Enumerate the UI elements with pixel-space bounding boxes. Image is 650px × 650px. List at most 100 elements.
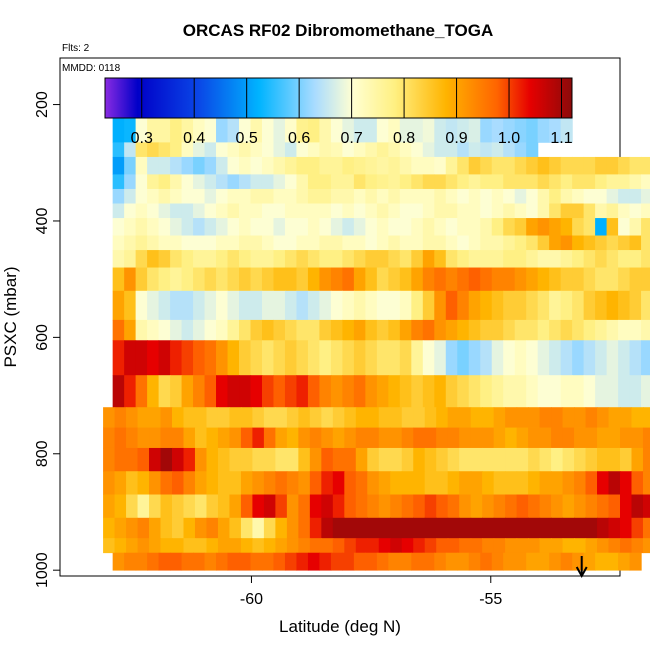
- heatmap-cell: [149, 538, 162, 554]
- heatmap-cell: [434, 188, 447, 204]
- heatmap-cell: [378, 538, 391, 554]
- heatmap-cell: [641, 319, 650, 341]
- heatmap-cell: [595, 250, 608, 268]
- heatmap-cell: [296, 142, 309, 158]
- heatmap-cell: [480, 319, 493, 341]
- heatmap-cell: [319, 267, 332, 292]
- heatmap-cell: [353, 290, 366, 321]
- heatmap-cell: [618, 250, 631, 268]
- heatmap-cell: [193, 174, 206, 190]
- heatmap-cell: [239, 218, 252, 236]
- heatmap-cell: [503, 174, 516, 190]
- heatmap-cell: [204, 340, 217, 376]
- heatmap-cell: [503, 250, 516, 268]
- heatmap-cell: [457, 319, 470, 341]
- heatmap-cell: [135, 142, 148, 158]
- heatmap-cell: [250, 290, 263, 321]
- heatmap-cell: [319, 290, 332, 321]
- heatmap-cell: [606, 156, 619, 175]
- heatmap-cell: [204, 142, 217, 158]
- heatmap-cell: [170, 235, 183, 251]
- heatmap-cell: [516, 538, 529, 554]
- heatmap-cell: [641, 174, 650, 190]
- heatmap-cell: [606, 188, 619, 204]
- heatmap-cell: [390, 517, 403, 539]
- heatmap-cell: [447, 517, 460, 539]
- heatmap-cell: [114, 427, 127, 449]
- heatmap-cell: [376, 116, 389, 143]
- heatmap-cell: [365, 319, 378, 341]
- heatmap-cell: [217, 494, 231, 519]
- heatmap-cell: [436, 517, 449, 539]
- heatmap-cell: [296, 552, 309, 571]
- heatmap-cell: [227, 174, 240, 190]
- heatmap-cell: [124, 290, 137, 321]
- heatmap-cell: [112, 290, 125, 321]
- heatmap-cell: [342, 116, 355, 143]
- colorbar-ticks: 0.3 0.4 0.5 0.6 0.7 0.8 0.9 1.0 1.1: [131, 78, 573, 147]
- heatmap-cell: [309, 447, 322, 472]
- heatmap-cell: [296, 319, 309, 341]
- heatmap-cell: [355, 447, 368, 472]
- heatmap-cell: [526, 235, 539, 251]
- heatmap-cell: [172, 471, 185, 495]
- heatmap-cell: [112, 235, 125, 251]
- heatmap-cell: [641, 340, 650, 376]
- heatmap-cell: [436, 471, 449, 495]
- heatmap-cell: [597, 407, 610, 428]
- y-axis: 200 400 600 800 1000: [34, 91, 60, 588]
- heatmap-cell: [367, 538, 380, 554]
- heatmap-cell: [181, 290, 194, 321]
- heatmap-cell: [595, 235, 608, 251]
- heatmap-cell: [514, 552, 527, 571]
- heatmap-cell: [585, 494, 598, 519]
- heatmap-cell: [353, 319, 366, 341]
- heatmap-cell: [468, 156, 481, 175]
- heatmap-cell: [424, 471, 437, 495]
- heatmap-cell: [549, 188, 562, 204]
- heatmap-cell: [595, 267, 608, 292]
- heatmap-cell: [273, 375, 286, 408]
- heatmap-cell: [239, 116, 252, 143]
- heatmap-cell: [606, 375, 619, 408]
- heatmap-cell: [537, 319, 550, 341]
- heatmap-cell: [365, 250, 378, 268]
- heatmap-cell: [183, 447, 196, 472]
- heatmap-cell: [273, 340, 286, 376]
- heatmap-cell: [618, 290, 631, 321]
- heatmap-cell: [126, 427, 139, 449]
- heatmap-cell: [273, 156, 286, 175]
- heatmap-cell: [172, 517, 185, 539]
- heatmap-cell: [284, 174, 298, 190]
- heatmap-cell: [284, 203, 298, 219]
- heatmap-cell: [411, 235, 424, 251]
- heatmap-cell: [263, 538, 276, 554]
- heatmap-cell: [250, 340, 263, 376]
- heatmap-cell: [126, 494, 139, 519]
- heatmap-cell: [560, 203, 573, 219]
- heatmap-cell: [411, 340, 424, 376]
- heatmap-cell: [480, 116, 493, 143]
- heatmap-cell: [445, 174, 458, 190]
- heatmap-cell: [158, 375, 171, 408]
- heatmap-cell: [560, 290, 573, 321]
- heatmap-cell: [137, 427, 150, 449]
- heatmap-cell: [307, 340, 321, 376]
- heatmap-cell: [216, 188, 229, 204]
- heatmap-cell: [204, 174, 217, 190]
- heatmap-cell: [103, 407, 116, 428]
- heatmap-cell: [445, 250, 458, 268]
- heatmap-cell: [261, 203, 275, 219]
- heatmap-cell: [572, 319, 585, 341]
- heatmap-cell: [447, 471, 460, 495]
- heatmap-cell: [480, 218, 493, 236]
- heatmap-cell: [399, 116, 412, 143]
- heatmap-cell: [401, 471, 414, 495]
- heatmap-cell: [273, 290, 286, 321]
- heatmap-cell: [296, 267, 309, 292]
- heatmap-cell: [216, 250, 229, 268]
- heatmap-cell: [160, 471, 173, 495]
- heatmap-cell: [261, 290, 275, 321]
- heatmap-cell: [459, 517, 472, 539]
- heatmap-cell: [353, 188, 366, 204]
